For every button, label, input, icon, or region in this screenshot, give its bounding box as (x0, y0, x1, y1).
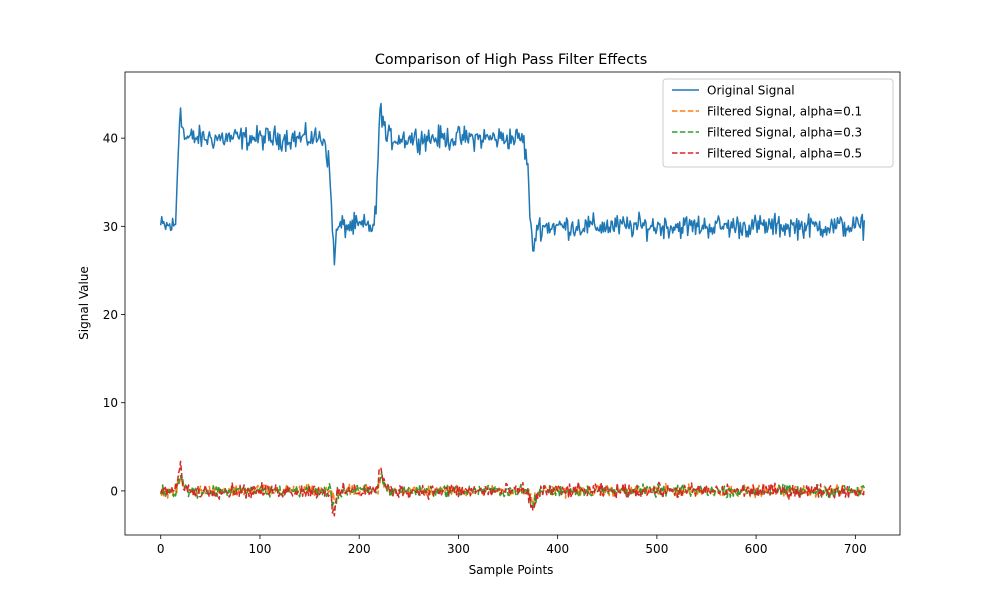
plot-frame (124, 71, 901, 536)
x-tick-label: 100 (249, 542, 272, 556)
y-axis-label: Signal Value (77, 266, 91, 340)
x-axis-label: Sample Points (469, 563, 554, 577)
series-line-4 (160, 460, 866, 517)
x-axis: 0 100 200 300 400 500 600 700 (157, 535, 867, 556)
legend-label: Original Signal (707, 84, 795, 98)
x-tick-label: 200 (348, 542, 371, 556)
y-tick-label: 10 (103, 396, 118, 410)
chart-title: Comparison of High Pass Filter Effects (375, 52, 647, 68)
legend-label: Filtered Signal, alpha=0.3 (707, 126, 862, 140)
series-layer (159, 102, 866, 517)
y-tick-label: 20 (103, 308, 118, 322)
legend: Original Signal Filtered Signal, alpha=0.… (662, 78, 894, 168)
series-line-3 (159, 473, 865, 510)
y-tick-label: 40 (103, 132, 118, 146)
legend-label: Filtered Signal, alpha=0.1 (707, 105, 862, 119)
x-tick-label: 700 (844, 542, 867, 556)
y-tick-label: 0 (110, 484, 118, 498)
series-line-1 (159, 102, 866, 266)
legend-label: Filtered Signal, alpha=0.5 (707, 147, 862, 161)
y-axis: 0 10 20 30 40 (103, 132, 125, 498)
legend-box (662, 78, 894, 168)
y-tick-label: 30 (103, 220, 118, 234)
x-tick-label: 400 (546, 542, 569, 556)
x-tick-label: 600 (745, 542, 768, 556)
x-tick-label: 0 (157, 542, 165, 556)
x-tick-label: 500 (645, 542, 668, 556)
x-tick-label: 300 (447, 542, 470, 556)
